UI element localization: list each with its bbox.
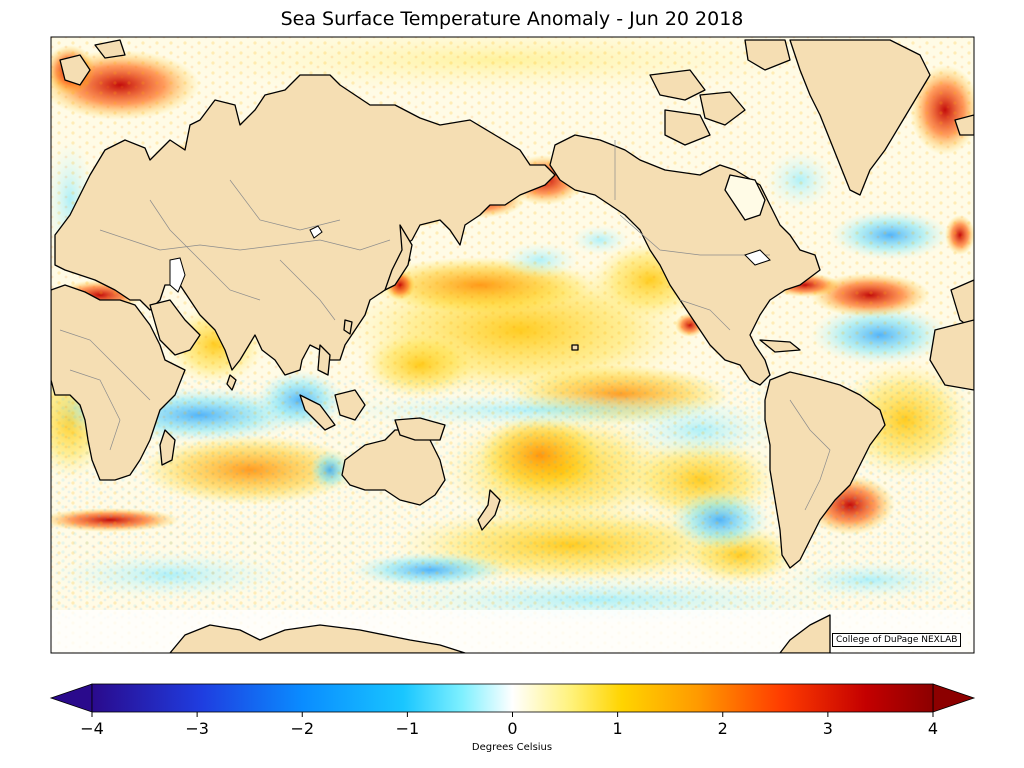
colorbar-extend-min [49, 683, 93, 713]
land-philippines [317, 344, 331, 376]
colorbar-tick-label: 3 [823, 719, 833, 738]
land-arctic-islands-3 [744, 39, 791, 71]
land-uk [59, 54, 91, 86]
land-iceland [954, 114, 974, 136]
credit-label: College of DuPage NEXLAB [832, 633, 962, 647]
lake-baikal [309, 225, 323, 239]
colorbar-tick-label: −1 [396, 719, 420, 738]
colorbar-tick-label: −3 [185, 719, 209, 738]
land-arctic-islands-1 [649, 69, 706, 101]
colorbar-tick-label: 4 [928, 719, 938, 738]
land-africa [51, 284, 186, 481]
land-greenland [789, 39, 931, 196]
land-taiwan [343, 319, 353, 335]
land-japan [384, 224, 413, 291]
land-svalbard [94, 39, 126, 59]
land-antarctica-2 [779, 614, 831, 653]
land-new-zealand [477, 489, 501, 531]
land-antarctica-1 [169, 624, 466, 653]
lakes [169, 225, 771, 293]
land-australia [341, 429, 446, 506]
land-madagascar [159, 429, 176, 466]
colorbar-tick-label: −2 [290, 719, 314, 738]
land-borneo [334, 389, 366, 421]
colorbar-tick-label: −4 [80, 719, 104, 738]
lake-great-lakes [744, 249, 771, 266]
page-title: Sea Surface Temperature Anomaly - Jun 20… [280, 8, 744, 30]
sst-anomaly-map [51, 37, 974, 653]
lake-caspian [169, 257, 186, 293]
land-new-guinea [394, 417, 446, 441]
land-sumatra [299, 394, 336, 431]
colorbar-extend-max [932, 683, 976, 713]
hudson-bay [724, 174, 766, 221]
map-frame [50, 36, 975, 654]
land-arabia [149, 299, 201, 356]
land-south-america [764, 371, 886, 569]
land-arctic-islands-4 [664, 109, 711, 146]
colorbar: −4 −3 −2 −1 0 1 2 3 4 [49, 683, 976, 738]
colorbar-tick-label: 1 [613, 719, 623, 738]
colorbar-gradient [91, 683, 934, 713]
colorbar-tick-label: 0 [507, 719, 517, 738]
land-europe-west [950, 279, 974, 331]
land-arctic-islands-2 [699, 91, 746, 126]
land-sri-lanka [226, 374, 237, 391]
colorbar-label: Degrees Celsius [471, 742, 553, 753]
land-africa-west-edge [929, 319, 974, 391]
land-eurasia [54, 74, 556, 376]
country-borders [59, 140, 831, 511]
land-hawaii [571, 344, 579, 351]
colorbar-ticks: −4 −3 −2 −1 0 1 2 3 4 [80, 712, 938, 738]
colorbar-tick-label: 2 [718, 719, 728, 738]
land-cuba [759, 339, 801, 353]
land-masses [51, 39, 974, 653]
